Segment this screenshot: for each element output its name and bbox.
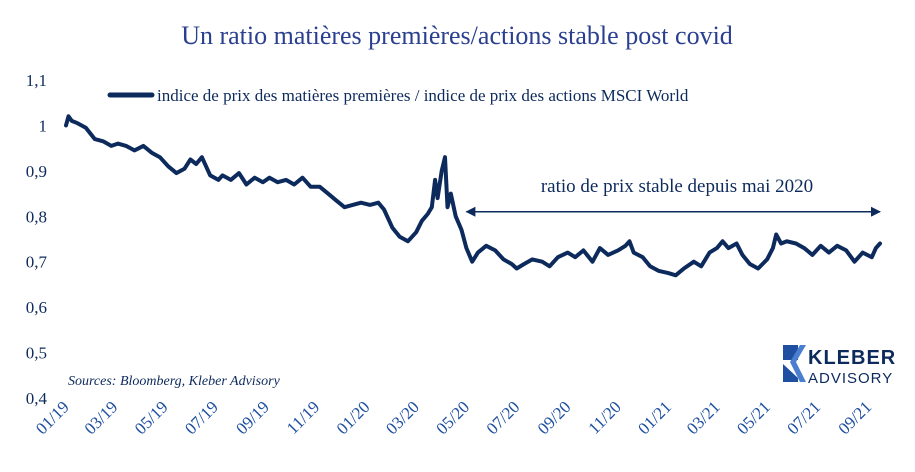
y-tick-label: 1,1	[26, 71, 47, 90]
x-tick-label: 09/20	[534, 397, 575, 438]
series-line-ratio	[64, 114, 882, 278]
x-tick-label: 07/20	[483, 397, 524, 438]
logo-line2: ADVISORY	[808, 370, 893, 387]
x-tick-label: 01/20	[333, 397, 374, 438]
x-tick-label: 03/20	[382, 397, 423, 438]
x-tick-label: 03/21	[683, 397, 724, 438]
chart-title: Un ratio matières premières/actions stab…	[181, 21, 733, 50]
x-tick-label: 03/19	[81, 397, 122, 438]
annotation-label: ratio de prix stable depuis mai 2020	[541, 176, 813, 197]
logo-k-mark-icon	[783, 345, 798, 382]
y-tick-label: 1	[39, 116, 48, 135]
x-axis-ticks: 01/19 03/19 05/19 07/19 09/19 11/19 01/20 03/20…	[32, 397, 875, 438]
x-tick-label: 09/21	[834, 397, 875, 438]
y-tick-label: 0,6	[26, 298, 47, 317]
x-tick-label: 05/19	[131, 397, 172, 438]
x-tick-label: 11/19	[283, 397, 323, 437]
y-tick-label: 0,7	[26, 253, 48, 272]
x-tick-label: 07/21	[783, 397, 824, 438]
kleber-logo: KLEBER ADVISORY	[783, 345, 896, 387]
y-axis-ticks: 0,4 0,5 0,6 0,7 0,8 0,9 1 1,1	[26, 71, 48, 408]
logo-line1: KLEBER	[808, 347, 896, 369]
y-tick-label: 0,8	[26, 207, 47, 226]
source-note: Sources: Bloomberg, Kleber Advisory	[68, 374, 281, 389]
x-tick-label: 01/21	[634, 397, 675, 438]
x-tick-label: 05/20	[432, 397, 473, 438]
x-tick-label: 09/19	[232, 397, 273, 438]
y-tick-label: 0,4	[26, 389, 48, 408]
y-tick-label: 0,5	[26, 344, 47, 363]
legend-label: indice de prix des matières premières / …	[157, 86, 689, 105]
x-tick-label: 07/19	[181, 397, 222, 438]
y-tick-label: 0,9	[26, 162, 47, 181]
x-tick-label: 05/21	[733, 397, 774, 438]
x-tick-label: 11/20	[584, 397, 624, 437]
